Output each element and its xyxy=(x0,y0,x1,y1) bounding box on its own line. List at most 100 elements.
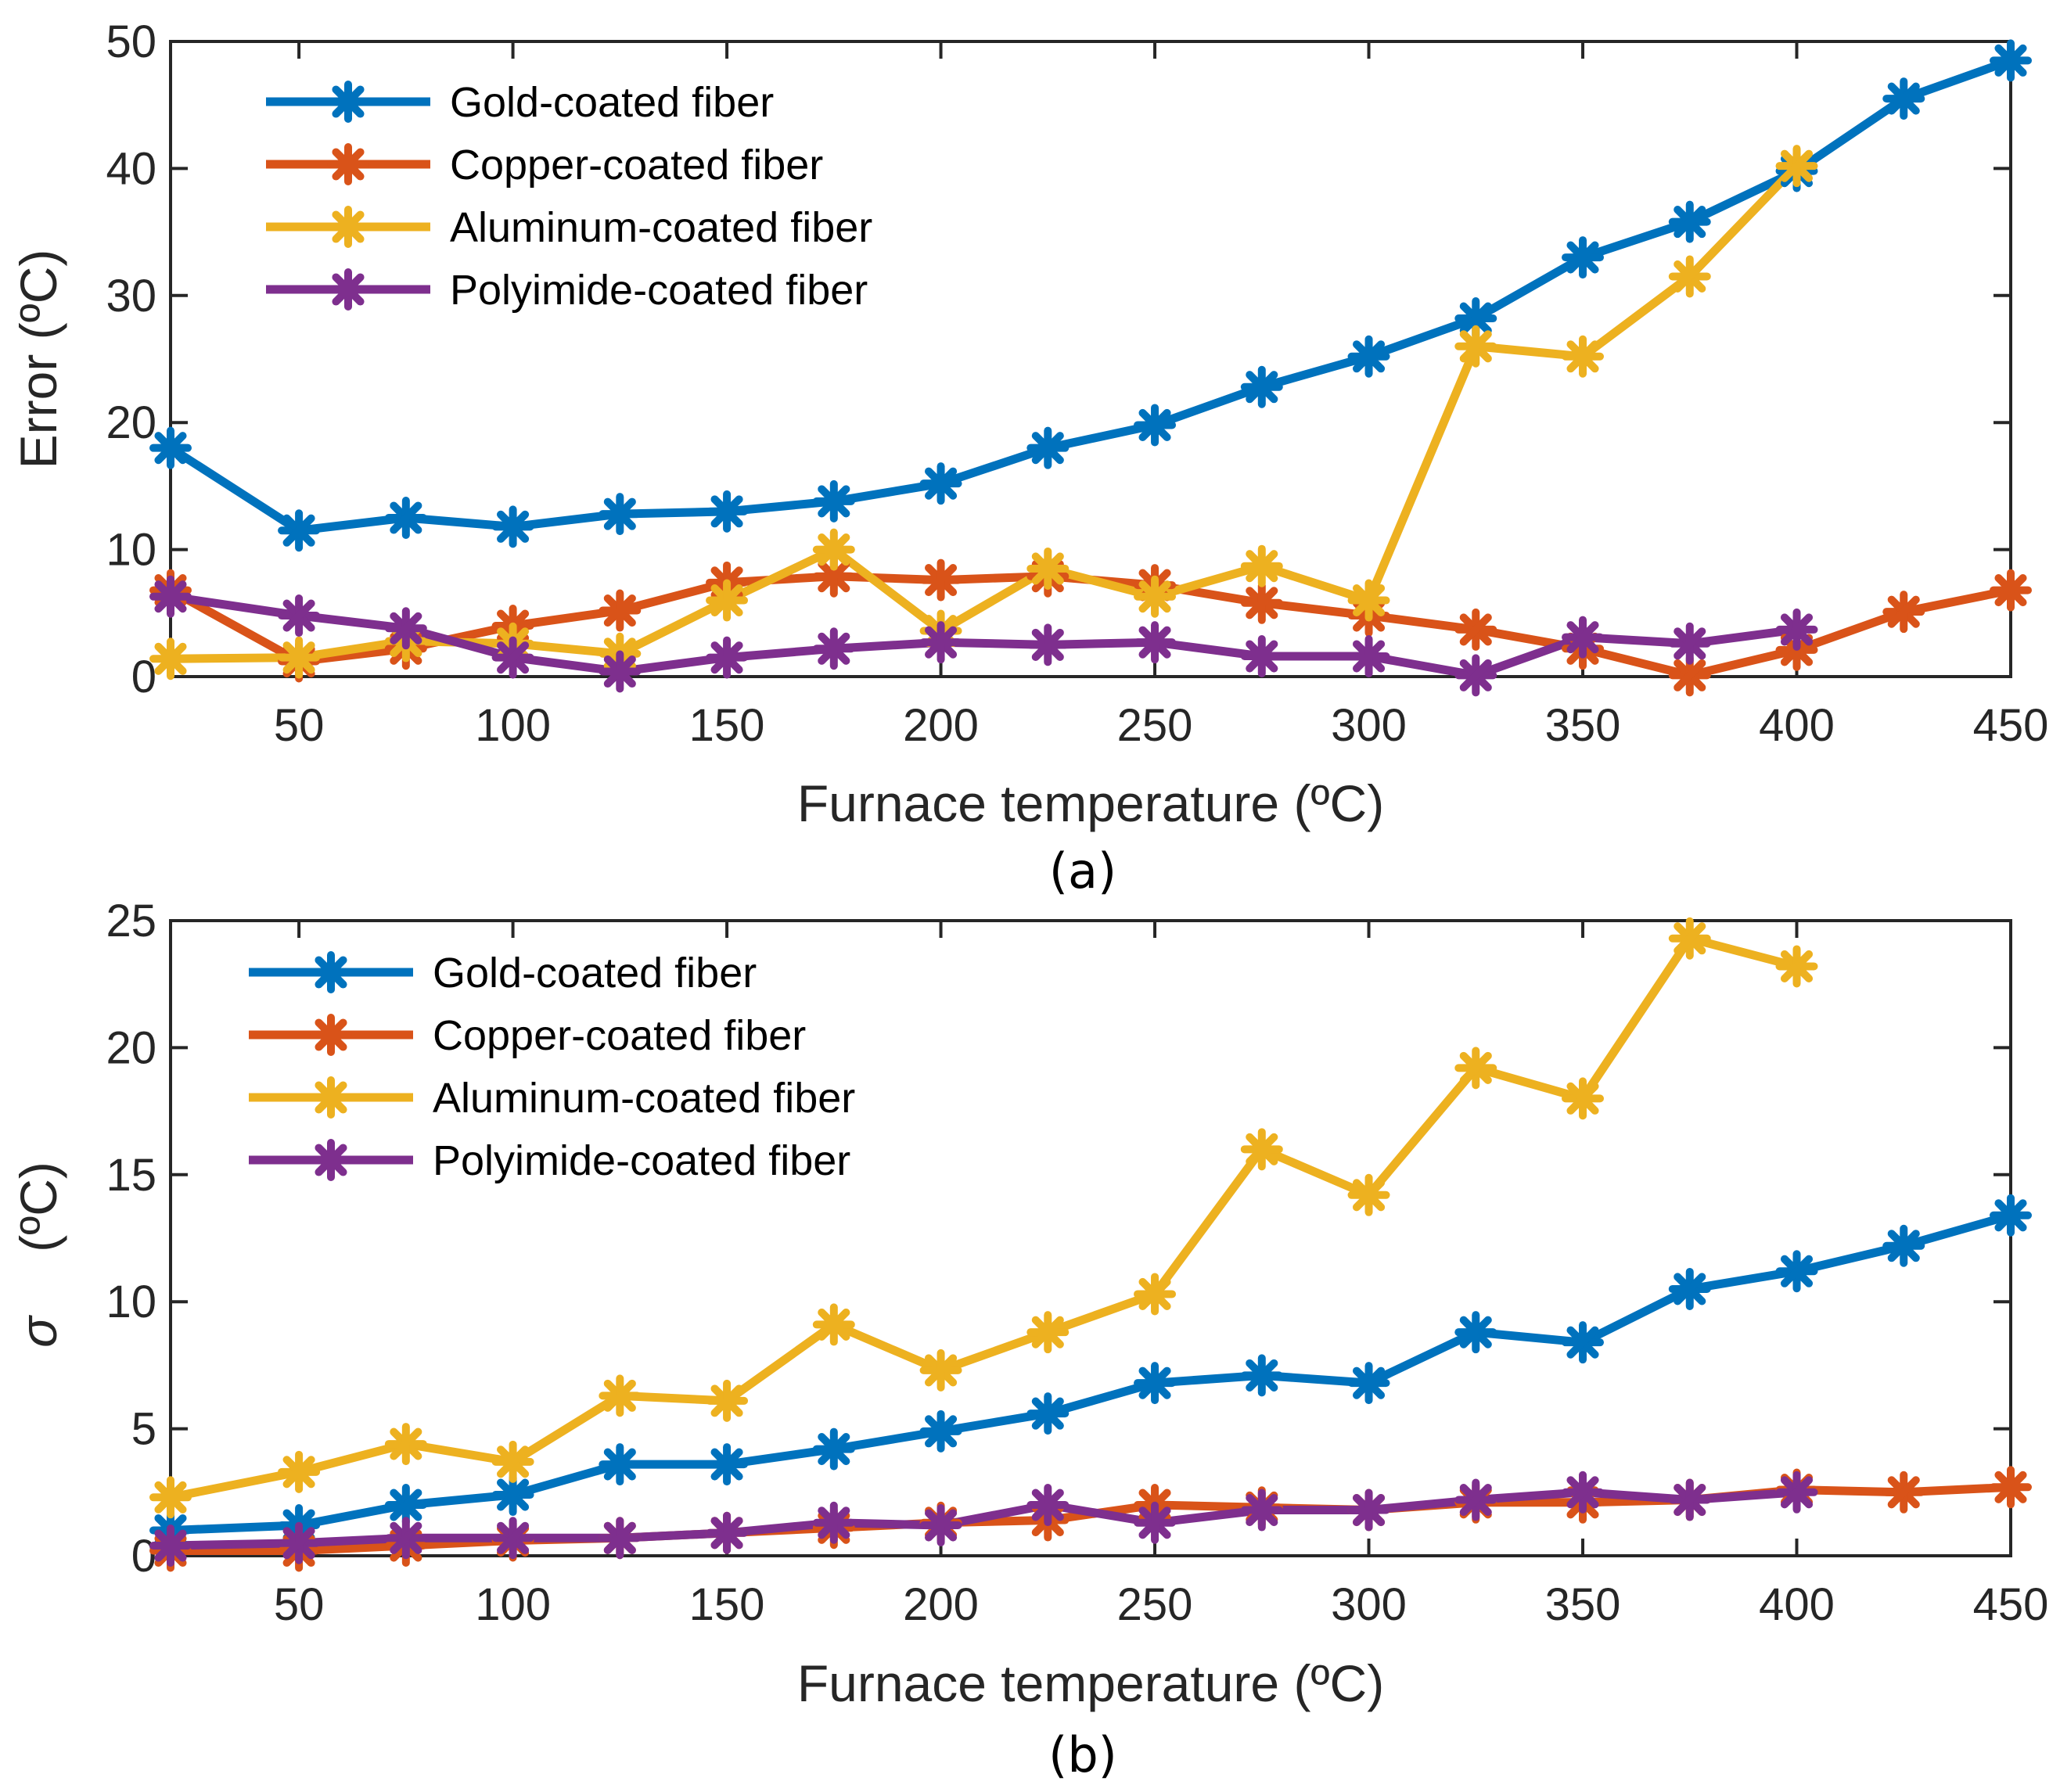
plot-area-frame xyxy=(169,40,2012,678)
data-point-gold xyxy=(919,1410,962,1453)
data-point-aluminum xyxy=(1775,945,1818,988)
data-point-polyimide xyxy=(1347,1489,1390,1532)
data-point-aluminum xyxy=(1134,1273,1177,1316)
data-point-polyimide xyxy=(599,1517,642,1560)
data-point-polyimide xyxy=(919,1504,962,1547)
data-point-polyimide xyxy=(384,1517,427,1560)
x-tick-label: 50 xyxy=(274,1579,325,1630)
y-tick-label: 25 xyxy=(106,896,156,946)
x-tick-label: 100 xyxy=(475,700,551,751)
data-point-aluminum xyxy=(1562,335,1605,378)
data-point-aluminum xyxy=(491,1440,534,1483)
y-tick-label: 0 xyxy=(131,1531,156,1582)
data-point-polyimide xyxy=(1347,635,1390,678)
data-point-aluminum xyxy=(1240,544,1283,587)
data-point-polyimide xyxy=(1775,1471,1818,1514)
data-point-polyimide xyxy=(491,636,534,679)
data-point-polyimide xyxy=(1562,616,1605,659)
data-point-copper xyxy=(919,558,962,602)
data-point-gold xyxy=(1882,77,1925,120)
data-point-aluminum xyxy=(1134,575,1177,618)
data-point-copper xyxy=(812,555,855,598)
y-axis-symbol: σ xyxy=(9,1315,67,1348)
data-point-polyimide xyxy=(149,1524,192,1568)
legend-marker-copper xyxy=(310,1014,352,1056)
data-point-aluminum xyxy=(919,1348,962,1392)
data-point-aluminum xyxy=(278,1450,321,1493)
data-point-aluminum xyxy=(706,579,749,622)
x-tick-label: 50 xyxy=(274,700,325,751)
data-point-aluminum xyxy=(1026,547,1070,590)
chart-panel-b: 50 100 150 200 250 300 350 400 450 0 5 10 15 20 25 Gol… xyxy=(9,896,2048,1783)
data-point-polyimide xyxy=(1454,654,1497,697)
data-point-aluminum xyxy=(1454,1047,1497,1090)
legend-label-aluminum: Aluminum-coated fiber xyxy=(450,204,872,251)
y-axis-label: Error (ºC) xyxy=(9,250,67,469)
y-tick-label: 20 xyxy=(106,1022,156,1073)
legend-label-gold: Gold-coated fiber xyxy=(450,79,774,126)
data-point-copper xyxy=(1990,1466,2032,1509)
series-line-polyimide xyxy=(170,592,1798,680)
data-point-aluminum xyxy=(812,528,855,571)
legend-marker-aluminum xyxy=(327,206,369,248)
data-point-polyimide xyxy=(812,1501,855,1544)
data-point-gold xyxy=(1026,1392,1070,1435)
data-point-gold xyxy=(1240,365,1283,408)
x-tick-label: 300 xyxy=(1331,1579,1407,1630)
y-axis-label: (ºC) xyxy=(9,1162,67,1252)
legend-label-polyimide: Polyimide-coated fiber xyxy=(450,267,868,314)
y-tick-label: 10 xyxy=(106,525,156,576)
data-point-gold xyxy=(491,505,534,548)
legend-marker-gold xyxy=(310,951,352,993)
data-point-polyimide xyxy=(1026,1484,1070,1527)
legend-marker-copper xyxy=(327,143,369,185)
data-point-gold xyxy=(491,1474,534,1517)
data-point-polyimide xyxy=(149,575,192,618)
data-point-aluminum xyxy=(1347,579,1390,622)
y-tick-label: 10 xyxy=(106,1277,156,1327)
data-point-polyimide xyxy=(278,594,321,637)
data-point-gold xyxy=(1347,1362,1390,1405)
legend-label-copper: Copper-coated fiber xyxy=(450,142,823,189)
axis-ticks: 50 100 150 200 250 300 350 400 450 0 5 10 15 20 25 xyxy=(106,896,2048,1630)
x-tick-label: 300 xyxy=(1331,700,1407,751)
x-tick-label: 400 xyxy=(1759,700,1835,751)
legend-marker-polyimide xyxy=(327,268,369,311)
legend-label-aluminum: Aluminum-coated fiber xyxy=(433,1075,855,1122)
data-point-aluminum xyxy=(384,1423,427,1466)
data-point-polyimide xyxy=(1562,1471,1605,1514)
data-point-polyimide xyxy=(1240,1489,1283,1532)
data-point-gold xyxy=(1454,1311,1497,1354)
data-point-gold xyxy=(812,479,855,523)
y-tick-label: 50 xyxy=(106,16,156,67)
data-point-aluminum xyxy=(1347,1173,1390,1216)
data-point-gold xyxy=(812,1427,855,1471)
data-point-gold xyxy=(1134,1362,1177,1405)
data-point-aluminum xyxy=(149,1476,192,1519)
legend-label-gold: Gold-coated fiber xyxy=(433,950,757,997)
data-point-gold xyxy=(1454,297,1497,340)
plot-area-frame xyxy=(169,919,2012,1557)
data-point-gold xyxy=(278,509,321,552)
data-point-polyimide xyxy=(1668,1478,1711,1521)
series-group xyxy=(149,39,2032,697)
data-point-aluminum xyxy=(1454,325,1497,368)
data-point-aluminum xyxy=(1775,145,1818,188)
x-tick-label: 450 xyxy=(1973,700,2049,751)
x-tick-label: 150 xyxy=(689,700,765,751)
legend-marker-aluminum xyxy=(310,1076,352,1119)
data-point-gold xyxy=(1668,1267,1711,1310)
x-tick-label: 350 xyxy=(1545,1579,1621,1630)
data-point-aluminum xyxy=(1026,1311,1070,1354)
data-point-polyimide xyxy=(706,1511,749,1554)
subcaption-b: (b) xyxy=(1048,1726,1117,1783)
y-tick-label: 15 xyxy=(106,1150,156,1201)
data-point-aluminum xyxy=(1668,255,1711,298)
data-point-polyimide xyxy=(1026,623,1070,666)
data-point-gold xyxy=(1775,1250,1818,1293)
legend-label-copper: Copper-coated fiber xyxy=(433,1012,806,1059)
data-point-polyimide xyxy=(1134,1501,1177,1544)
data-point-copper xyxy=(1454,608,1497,651)
